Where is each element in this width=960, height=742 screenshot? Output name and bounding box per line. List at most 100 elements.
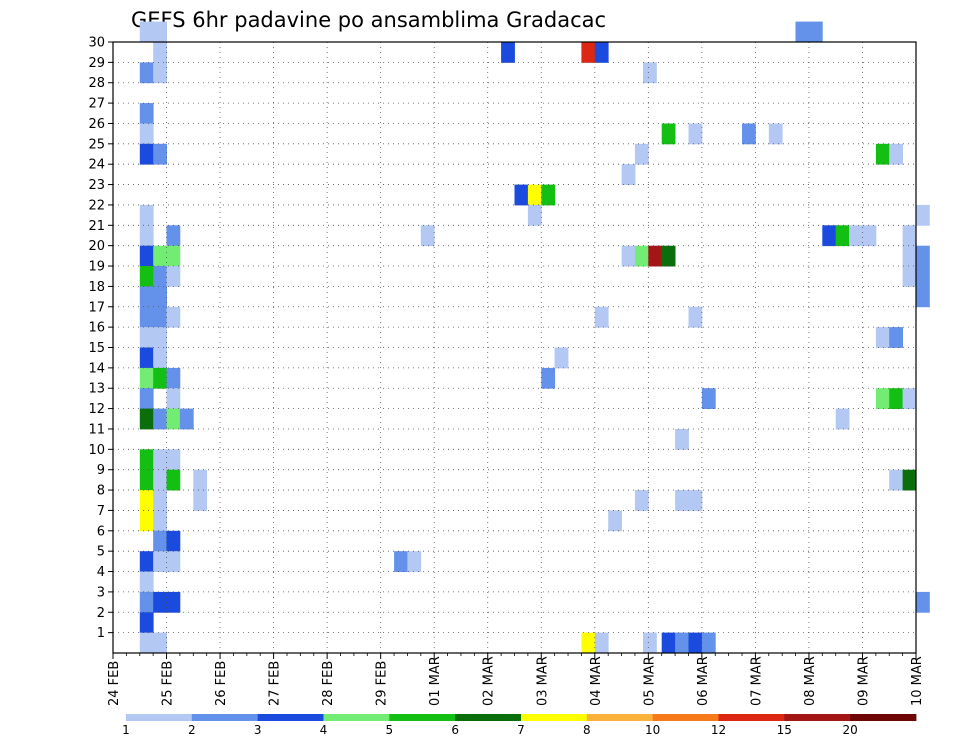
data-cell — [166, 591, 181, 613]
x-axis: 24 FEB 25 FEB 26 FEB 27 FEB 28 FEB 29 FEB 01 M… — [107, 653, 925, 706]
data-cell — [875, 143, 890, 165]
data-cell — [916, 204, 930, 226]
data-cell — [139, 612, 154, 634]
y-tick-label: 6 — [97, 524, 105, 539]
y-tick-label: 7 — [97, 504, 105, 519]
data-cell — [166, 367, 181, 389]
data-cell — [153, 143, 167, 165]
y-tick-label: 11 — [88, 422, 105, 437]
data-cell — [139, 123, 154, 145]
grid-lines — [113, 42, 916, 653]
data-cell — [139, 266, 154, 287]
data-cell — [166, 530, 181, 552]
data-cell — [153, 490, 167, 511]
data-cell — [554, 347, 569, 369]
y-tick-label: 17 — [88, 300, 105, 315]
y-tick-label: 10 — [88, 443, 105, 458]
data-cell — [193, 469, 208, 491]
legend-swatch — [652, 714, 719, 721]
legend-swatch — [850, 714, 917, 721]
y-tick-label: 27 — [88, 97, 105, 112]
data-cell — [139, 62, 154, 84]
legend-label: 12 — [711, 723, 726, 737]
data-cell — [902, 469, 917, 491]
data-cell — [153, 42, 167, 63]
data-cell — [875, 327, 890, 348]
data-cell — [139, 469, 154, 491]
y-tick-label: 9 — [97, 463, 105, 478]
data-cell — [166, 245, 181, 267]
data-cell — [541, 367, 556, 389]
y-tick-label: 5 — [97, 545, 105, 560]
data-cell — [139, 143, 154, 165]
data-cell — [862, 225, 877, 247]
data-cell — [581, 632, 596, 654]
legend-swatch — [784, 714, 851, 721]
legend-label: 5 — [385, 723, 393, 737]
data-cell — [153, 510, 167, 532]
y-tick-label: 14 — [88, 361, 105, 376]
data-cell — [166, 551, 181, 572]
data-cell — [648, 245, 663, 267]
data-cell — [594, 306, 609, 328]
data-cell — [153, 21, 167, 43]
data-cell — [822, 225, 837, 247]
data-cell — [675, 429, 689, 450]
y-tick-label: 3 — [97, 585, 105, 600]
data-cell — [514, 184, 529, 206]
data-cell — [166, 388, 181, 409]
legend-swatch — [455, 714, 522, 721]
data-cell — [808, 21, 823, 43]
data-cell — [889, 388, 903, 409]
y-tick-label: 15 — [88, 341, 105, 356]
x-tick-label: 24 FEB — [107, 661, 122, 706]
data-cell — [153, 591, 167, 613]
data-cell — [407, 551, 422, 572]
data-cell — [166, 449, 181, 471]
legend-label: 7 — [517, 723, 525, 737]
data-cell — [902, 266, 917, 287]
data-cell — [594, 632, 609, 654]
data-cell — [139, 571, 154, 593]
data-cell — [139, 490, 154, 511]
data-cell — [139, 204, 154, 226]
data-cell — [139, 347, 154, 369]
legend-label: 20 — [843, 723, 858, 737]
legend-label: 8 — [583, 723, 591, 737]
x-tick-label: 26 FEB — [214, 661, 229, 706]
data-cell — [139, 245, 154, 267]
data-cell — [621, 245, 636, 267]
data-cell — [153, 469, 167, 491]
x-tick-label: 07 MAR — [749, 656, 764, 706]
y-tick-label: 19 — [88, 260, 105, 275]
data-cell — [139, 327, 154, 348]
legend-label: 2 — [188, 723, 196, 737]
legend-swatch — [126, 714, 193, 721]
data-cell — [875, 388, 890, 409]
data-cell — [153, 266, 167, 287]
data-cell — [394, 551, 408, 572]
data-cell — [594, 42, 609, 63]
data-cell — [139, 408, 154, 430]
y-tick-label: 30 — [88, 36, 105, 51]
data-cell — [139, 388, 154, 409]
data-cell — [902, 225, 917, 247]
data-cell — [889, 143, 903, 165]
data-cell — [661, 123, 676, 145]
data-cell — [643, 632, 657, 654]
data-cell — [139, 225, 154, 247]
data-cell — [688, 632, 703, 654]
data-cell — [166, 469, 181, 491]
data-cell — [166, 408, 181, 430]
data-cell — [688, 306, 703, 328]
x-tick-label: 08 MAR — [803, 656, 818, 706]
data-cell — [701, 388, 716, 409]
x-tick-label: 29 FEB — [375, 661, 390, 706]
legend-label: 15 — [777, 723, 792, 737]
data-cell — [661, 632, 676, 654]
x-tick-label: 10 MAR — [910, 656, 925, 706]
y-tick-label: 28 — [88, 76, 105, 91]
data-cell — [139, 367, 154, 389]
data-cell — [153, 367, 167, 389]
x-tick-label: 03 MAR — [535, 656, 550, 706]
